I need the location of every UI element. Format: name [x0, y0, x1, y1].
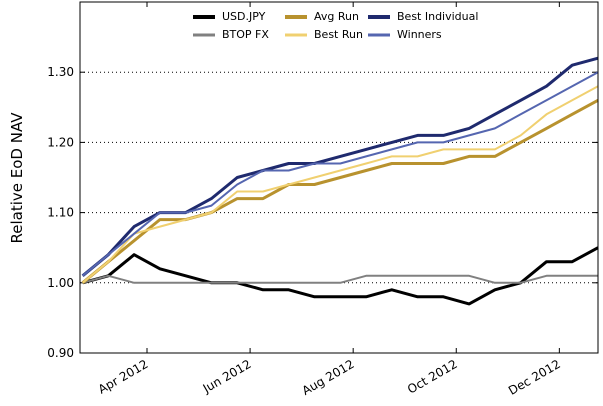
legend-label: Best Individual: [397, 10, 478, 23]
y-tick-label: 1.00: [47, 276, 74, 290]
series-line: [81, 71, 599, 277]
series-line: [82, 274, 598, 284]
series-line: [81, 98, 599, 284]
x-tick-label: Dec 2012: [506, 357, 563, 398]
legend-label: BTOP FX: [222, 28, 269, 41]
x-tick-label: Jun 2012: [200, 357, 254, 396]
y-tick-label: 0.90: [47, 346, 74, 360]
y-tick-label: 1.10: [47, 206, 74, 220]
y-tick-label: 1.30: [47, 65, 74, 79]
y-axis-label: Relative EoD NAV: [8, 112, 26, 244]
series-line: [82, 246, 599, 306]
series-line: [81, 56, 599, 277]
legend-label: USD.JPY: [222, 10, 266, 23]
x-tick-label: Aug 2012: [300, 357, 357, 398]
legend-label: Winners: [397, 28, 442, 41]
series-line: [81, 85, 599, 284]
x-tick-label: Oct 2012: [405, 357, 460, 397]
legend-label: Best Run: [314, 28, 363, 41]
plot-frame: [79, 1, 599, 354]
legend-label: Avg Run: [314, 10, 359, 23]
x-tick-label: Apr 2012: [96, 357, 151, 397]
y-tick-label: 1.20: [47, 135, 74, 149]
